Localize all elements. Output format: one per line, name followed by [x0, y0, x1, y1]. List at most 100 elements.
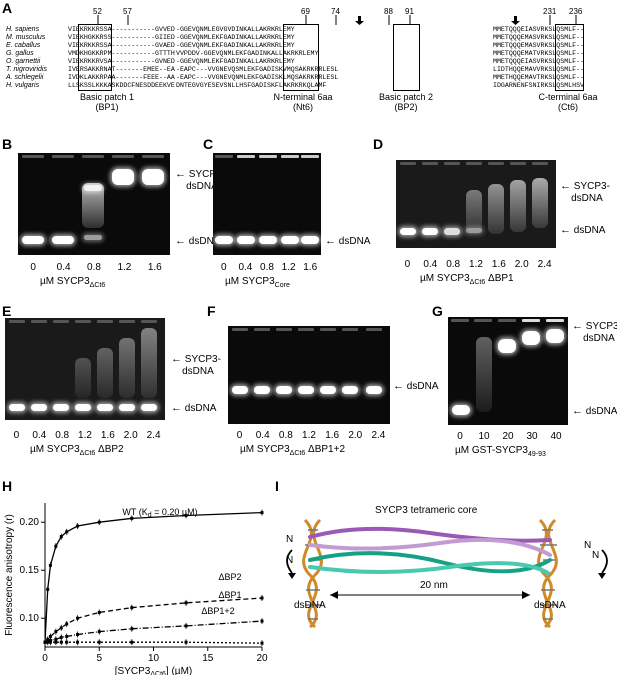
gel-g-axis-prefix: µM GST-SYCP3	[455, 445, 528, 456]
lane-label: 1.6	[147, 262, 162, 273]
lane-label: 1.6	[491, 259, 506, 270]
lane-label: 0.8	[55, 430, 70, 441]
lane-label: 0.4	[32, 430, 47, 441]
alignment-row: MMETHQQEMAVTRKSLQSMLF--	[493, 74, 585, 81]
gel-b-upper-line1: SYCP3-	[188, 169, 225, 180]
region-ct6-name: C-terminal 6aa	[538, 92, 598, 102]
panel-i-label: I	[275, 478, 279, 494]
species-name: E. caballus	[6, 42, 41, 49]
position-ticks	[97, 15, 577, 25]
gel-g-axis-title: µM GST-SYCP349-93	[455, 445, 546, 458]
gel-b-upper-label: ← SYCP3- dsDNA	[175, 168, 225, 192]
gel-e-axis-suffix: ΔBP2	[95, 444, 124, 455]
lane-label: 1.6	[303, 262, 318, 273]
lane-label: 20	[502, 431, 514, 442]
alignment-row: IVDKLAKKRPAA-------FEEE--AA	[68, 74, 175, 81]
alignment-row: MMETQQQEMASVRKSLQSMLF--	[493, 34, 585, 41]
lane-label: 0.8	[260, 262, 274, 273]
lane-label: 10	[478, 431, 490, 442]
gel-f-axis-suffix: ΔBP1+2	[305, 444, 346, 455]
x-tick-label: 0	[42, 653, 48, 664]
gel-c-lower-label: ← dsDNA	[325, 235, 371, 247]
alignment-row: MMETQQQEIASVRKSLQSMLF--	[493, 58, 585, 65]
region-bp2-abbr: (BP2)	[394, 102, 418, 112]
lane-label: 0	[236, 430, 243, 441]
gel-e	[5, 318, 165, 420]
panel-g-label: G	[432, 303, 443, 319]
lane-label: 1.6	[100, 430, 115, 441]
alignment-block-1: VIEKRKKRSSA-----------GVVED VIEKHGKKRSS--…	[68, 26, 175, 90]
n-terminus-label-right: N	[584, 540, 592, 551]
alignment-row: MMETQQQEMASVRKSLQSMLF--	[493, 42, 585, 49]
gel-d-axis-prefix: µM SYCP3	[420, 273, 470, 284]
y-tick-label: 0.10	[20, 613, 40, 624]
alignment-row: -EAPC---VVGNEVQSMLEKFGADISKVMQSAKRKRRLES…	[176, 66, 339, 73]
lane-label: 0.4	[423, 259, 438, 270]
alignment-row: LIDTHQQEMAVVRKSLQSMLF--	[493, 66, 585, 73]
tetrameric-core-title: SYCP3 tetrameric core	[375, 505, 478, 516]
lane-label: 1.6	[325, 430, 340, 441]
gel-g-axis-sub: 49-93	[528, 451, 546, 458]
gel-e-upper-line1: SYCP3-	[184, 354, 221, 365]
gel-c-axis-title: µM SYCP3Core	[225, 276, 290, 289]
lane-label: 0.8	[278, 430, 293, 441]
gel-e-upper-label: ← SYCP3- dsDNA	[171, 353, 221, 377]
bp2-box	[393, 24, 420, 91]
species-name: G. gallus	[6, 50, 34, 57]
gel-c-axis-sub: Core	[274, 282, 290, 289]
gel-e-upper-line2: dsDNA	[182, 366, 214, 377]
gel-d-axis-title: µM SYCP3ΔCt6 ΔBP1	[420, 273, 514, 286]
alignment-row: VIEKHGKKRSS-----------GIIED	[68, 34, 175, 41]
lane-label: 0.8	[446, 259, 461, 270]
gel-d-axis-sub: ΔCt6	[469, 279, 486, 286]
lane-label: 1.2	[117, 262, 132, 273]
panel-f-label: F	[207, 303, 216, 319]
x-tick-label: 15	[202, 653, 214, 664]
alignment-row: LLSKSSLKKKASKDDCFNESDDEEKVE	[68, 82, 175, 89]
lane-label: 0	[221, 262, 227, 273]
lane-label: 40	[550, 431, 562, 442]
region-bp2: Basic patch 2 (BP2)	[361, 92, 451, 112]
gel-f-axis-title: µM SYCP3ΔCt6 ΔBP1+2	[240, 444, 345, 457]
alignment-row: -GGEVQNMLEKFGADINKALLAKRKRLEMY	[176, 42, 295, 49]
lane-label: 0	[30, 262, 36, 273]
region-bp2-name: Basic patch 2	[378, 92, 434, 102]
lane-label: 0	[404, 259, 411, 270]
lane-label: 2.0	[123, 430, 138, 441]
alignment-row: MMETQQQEMATVRKSLQSMLF--	[493, 50, 585, 57]
y-tick-label: 0.20	[20, 517, 40, 528]
alignment-row: -EAPC---VVGNEVQNMLEKFGADISKLMQSAKRKRRLES…	[176, 74, 339, 81]
region-ct6-abbr: (Ct6)	[558, 102, 578, 112]
position-52: 52	[93, 7, 102, 16]
gel-d-axis-suffix: ΔBP1	[485, 273, 514, 284]
gel-g-upper-line1: SYCP3-	[585, 321, 617, 332]
species-name: A. schlegelii	[6, 74, 44, 81]
panel-h-label: H	[2, 478, 13, 494]
alignment-row: VMDKHGKKRPM-----------GTTTH	[68, 50, 175, 57]
gel-f-axis-prefix: µM SYCP3	[240, 444, 290, 455]
lane-label: 1.2	[469, 259, 483, 270]
series-label: ΔBP1	[218, 590, 241, 600]
gel-b-axis-prefix: µM SYCP3	[40, 276, 90, 287]
lane-label: 0.4	[255, 430, 270, 441]
dsdna-label-left: dsDNA	[294, 600, 326, 611]
gel-b-axis-title: µM SYCP3ΔCt6	[40, 276, 105, 289]
bp1-box	[78, 24, 112, 91]
alignment-row: IDGARNENFSNIRKSLQSMLHSV	[493, 82, 585, 89]
lane-label: 0.4	[238, 262, 253, 273]
region-bp1-abbr: (BP1)	[95, 102, 119, 112]
gel-d-upper-label: ← SYCP3- dsDNA	[560, 180, 610, 204]
alignment-row: IVERSAKKRNAT-------EMEE--EA	[68, 66, 175, 73]
lane-label: 0	[13, 430, 20, 441]
series-label: ΔBP2	[218, 572, 241, 582]
species-name: T. nigroviridis	[6, 66, 47, 73]
y-tick-label: 0.15	[20, 565, 40, 576]
anisotropy-chart: 0 5 10 15 20 0.10 0.15 0.20 WT (Kd = 0.20 µM) ΔBP…	[4, 503, 268, 675]
dsdna-label-right: dsDNA	[534, 600, 566, 611]
x-axis-label: [SYCP3ΔCt6] (µM)	[115, 666, 192, 675]
gel-d	[396, 160, 556, 248]
position-69: 69	[301, 7, 310, 16]
gel-d-upper-line1: SYCP3-	[573, 181, 610, 192]
species-name: H. sapiens	[6, 26, 40, 33]
gel-e-axis-sub: ΔCt6	[79, 450, 96, 457]
